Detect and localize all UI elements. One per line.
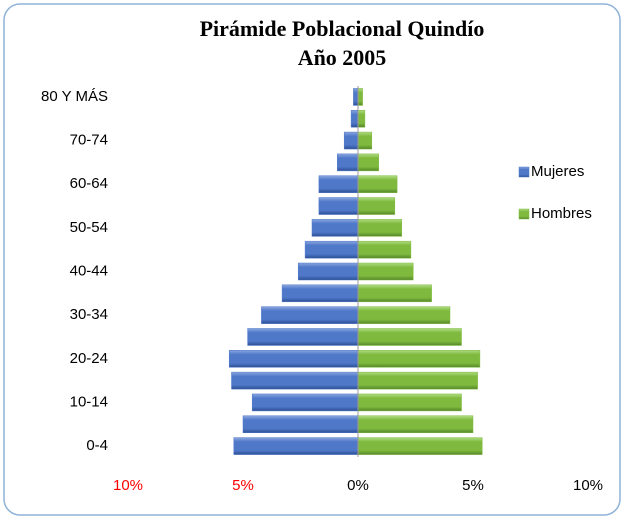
bar xyxy=(343,131,359,150)
x-tick-label: 5% xyxy=(462,477,484,494)
bar xyxy=(357,306,451,324)
bar xyxy=(353,88,359,106)
bar xyxy=(242,415,359,434)
y-tick-label: 10-14 xyxy=(70,393,108,410)
bar xyxy=(357,284,432,303)
y-tick-label: 0-4 xyxy=(86,437,108,454)
bar xyxy=(281,284,359,303)
bar xyxy=(228,350,359,368)
bar xyxy=(318,197,359,215)
bar xyxy=(311,219,359,237)
bar xyxy=(261,306,359,324)
x-tick-label: 0% xyxy=(347,477,369,494)
y-tick-label: 20-24 xyxy=(70,350,108,367)
legend-swatch xyxy=(518,208,530,220)
x-tick-label: 10% xyxy=(573,477,603,494)
bar xyxy=(357,328,462,346)
bar xyxy=(251,393,359,412)
chart-title: Año 2005 xyxy=(298,45,387,70)
y-tick-label: 30-34 xyxy=(70,306,108,323)
bar xyxy=(357,88,363,106)
x-tick-label: 10% xyxy=(113,477,143,494)
bar xyxy=(357,153,379,172)
bar xyxy=(357,109,366,128)
bar xyxy=(357,371,478,390)
bar xyxy=(357,350,481,368)
bar xyxy=(357,131,373,150)
bar xyxy=(357,197,396,215)
bar xyxy=(357,240,412,259)
bar xyxy=(337,153,359,172)
y-tick-label: 50-54 xyxy=(70,219,108,236)
bar xyxy=(357,393,462,412)
bar xyxy=(318,175,359,193)
bar xyxy=(357,219,402,237)
chart-title: Pirámide Poblacional Quindío xyxy=(200,16,485,41)
y-tick-label: 70-74 xyxy=(70,132,108,149)
legend-swatch xyxy=(518,166,530,178)
y-tick-label: 40-44 xyxy=(70,262,108,279)
legend-label: Mujeres xyxy=(531,163,584,180)
bar xyxy=(357,175,398,193)
bar xyxy=(304,240,359,259)
bar xyxy=(297,262,359,281)
y-tick-label: 80 Y MÁS xyxy=(41,88,108,105)
bar xyxy=(357,437,483,455)
legend-label: Hombres xyxy=(531,205,592,222)
bar xyxy=(357,415,474,434)
x-tick-label: 5% xyxy=(232,477,254,494)
bar xyxy=(247,328,359,346)
bar xyxy=(233,437,359,455)
bar xyxy=(357,262,414,281)
bar xyxy=(231,371,359,390)
bar xyxy=(350,109,359,128)
y-tick-label: 60-64 xyxy=(70,175,108,192)
